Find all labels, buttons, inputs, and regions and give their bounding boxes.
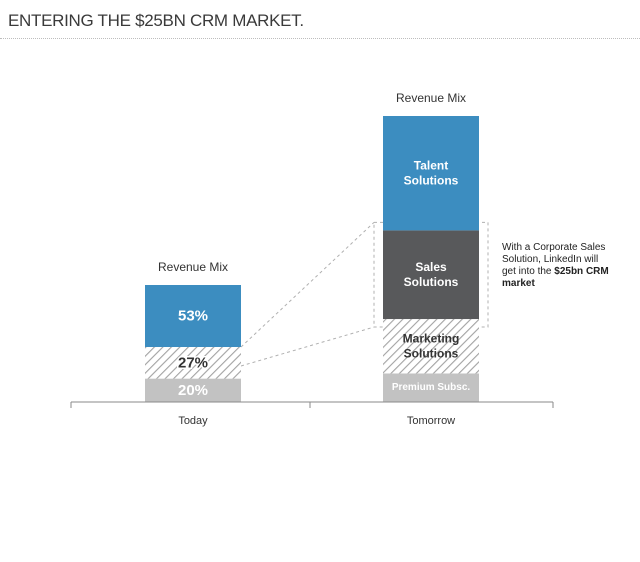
today-revenue-mix-title: Revenue Mix (158, 260, 228, 274)
x-tick-label-today: Today (178, 415, 208, 427)
annotation-text: With a Corporate Sales Solution, LinkedI… (502, 242, 612, 290)
annotation-lead: With a Corporate Sales Solution, LinkedI… (502, 242, 606, 277)
tomorrow-sales-segment (383, 230, 479, 320)
annotation-bold: $25bn CRM market (502, 266, 609, 289)
today-premium-segment (145, 378, 241, 402)
today-marketing-label: 27% (178, 354, 208, 371)
today-marketing-segment (145, 347, 241, 379)
title-divider (0, 38, 640, 39)
tomorrow-premium-segment (383, 373, 479, 402)
today-premium-label: 20% (178, 382, 208, 399)
tomorrow-talent-label-2: Solutions (404, 174, 459, 188)
tomorrow-marketing-label-2: Solutions (404, 347, 459, 361)
tomorrow-sales-label-2: Solutions (404, 275, 459, 289)
tomorrow-talent-segment (383, 116, 479, 231)
today-talent-label: 53% (178, 308, 208, 325)
tomorrow-revenue-mix-title: Revenue Mix (396, 91, 466, 105)
tomorrow-marketing-label-1: Marketing (403, 332, 460, 346)
tomorrow-marketing-segment (383, 319, 479, 374)
connector-line-2 (240, 326, 375, 367)
tomorrow-premium-label: Premium Subsc. (392, 382, 471, 393)
x-tick-label-tomorrow: Tomorrow (407, 415, 455, 427)
page-title: ENTERING THE $25BN CRM MARKET. (8, 11, 304, 30)
connector-line-1 (240, 222, 375, 348)
today-talent-segment (145, 285, 241, 348)
tomorrow-sales-label-1: Sales (415, 260, 447, 274)
tomorrow-talent-label-1: Talent (414, 159, 448, 173)
